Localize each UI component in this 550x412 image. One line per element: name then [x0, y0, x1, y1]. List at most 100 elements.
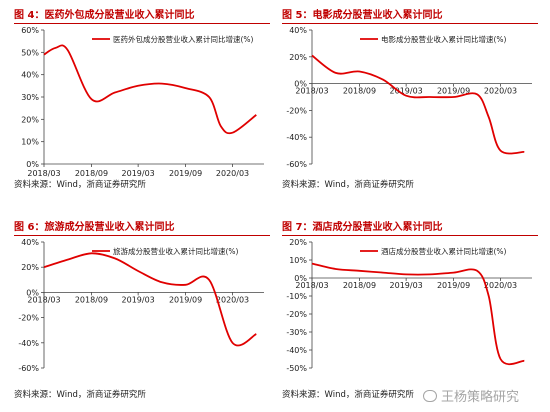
x-tick-label: 2020/03	[484, 87, 517, 96]
data-point	[137, 85, 139, 87]
y-tick-label: -10%	[286, 292, 307, 301]
x-tick-label: 2019/03	[390, 281, 423, 290]
data-point	[208, 279, 210, 281]
y-tick-label: 0%	[294, 80, 307, 89]
source-note: 资料来源：Wind，浙商证券研究所	[14, 390, 146, 400]
y-tick-label: -50%	[286, 364, 307, 373]
data-point	[311, 55, 313, 57]
y-tick-label: -60%	[18, 364, 39, 373]
wechat-icon	[423, 389, 437, 402]
title-rule	[14, 23, 270, 24]
data-point	[429, 274, 431, 276]
x-tick-label: 2018/03	[295, 87, 328, 96]
data-point	[488, 116, 490, 118]
data-point	[43, 54, 45, 56]
data-point	[382, 79, 384, 81]
data-point	[185, 284, 187, 286]
x-tick-label: 2018/03	[295, 281, 328, 290]
data-point	[255, 333, 257, 335]
data-point	[405, 95, 407, 97]
y-tick-label: 20%	[289, 53, 307, 62]
data-point	[405, 274, 407, 276]
y-tick-label: 40%	[21, 238, 39, 247]
y-tick-label: 0%	[294, 274, 307, 283]
y-tick-label: -40%	[286, 346, 307, 355]
x-tick-label: 2018/09	[75, 169, 108, 178]
source-note: 资料来源：Wind，浙商证券研究所	[14, 180, 146, 190]
line-chart: -50% -40% -30% -20% -10% 0% 10% 20% 2018/03 2018/…	[286, 238, 532, 373]
data-point	[55, 47, 57, 49]
x-tick-label: 2019/09	[437, 281, 470, 290]
y-tick-label: -20%	[18, 314, 39, 323]
data-point	[523, 360, 525, 362]
y-tick-label: -60%	[286, 160, 307, 169]
y-tick-label: 40%	[289, 26, 307, 35]
x-tick-label: 2019/09	[169, 295, 202, 304]
x-tick-label: 2020/03	[216, 169, 249, 178]
legend-label: 酒店成分股营业收入累计同比增速(%)	[381, 246, 507, 256]
legend-label: 旅游成分股营业收入累计同比增速(%)	[113, 246, 239, 256]
y-tick-label: 0%	[26, 160, 39, 169]
data-point	[161, 281, 163, 283]
series-line	[311, 54, 525, 155]
y-tick-label: 20%	[21, 115, 39, 124]
series-line	[43, 44, 257, 135]
x-tick-label: 2018/09	[343, 87, 376, 96]
data-point	[91, 98, 93, 100]
data-point	[429, 96, 431, 98]
chart-title: 图 4：医药外包成分股营业收入累计同比	[14, 10, 195, 21]
line-chart: -60% -40% -20% 0% 20% 40% 2018/03 2018/09 2019/0…	[286, 26, 532, 169]
data-point	[67, 259, 69, 261]
x-tick-label: 2020/03	[484, 281, 517, 290]
x-tick-label: 2019/09	[437, 87, 470, 96]
data-point	[500, 358, 502, 360]
line-chart: 0% 10% 20% 30% 40% 50% 60% 2018/03 2018/09 2019/0…	[21, 26, 264, 178]
data-point	[488, 295, 490, 297]
legend-label: 电影成分股营业收入累计同比增速(%)	[381, 34, 507, 44]
x-tick-label: 2018/09	[343, 281, 376, 290]
data-point	[137, 270, 139, 272]
data-point	[382, 272, 384, 274]
chart-title: 图 6：旅游成分股营业收入累计同比	[14, 222, 175, 233]
y-tick-label: -40%	[18, 339, 39, 348]
data-point	[114, 92, 116, 94]
watermark-text: 王杨策略研究	[441, 390, 520, 405]
data-point	[232, 342, 234, 344]
data-point	[476, 270, 478, 272]
chart-title: 图 5：电影成分股营业收入累计同比	[282, 10, 443, 21]
source-note: 资料来源：Wind，浙商证券研究所	[282, 390, 414, 400]
data-point	[255, 114, 257, 116]
y-tick-label: 0%	[26, 288, 39, 297]
y-tick-label: 10%	[21, 138, 39, 147]
y-tick-label: -40%	[286, 133, 307, 142]
x-tick-label: 2018/03	[27, 169, 60, 178]
data-point	[335, 72, 337, 74]
data-point	[453, 272, 455, 274]
y-tick-label: -20%	[286, 106, 307, 115]
y-tick-label: -20%	[286, 310, 307, 319]
x-tick-label: 2020/03	[216, 295, 249, 304]
data-point	[311, 263, 313, 265]
title-rule	[14, 235, 270, 236]
x-tick-label: 2019/09	[169, 169, 202, 178]
line-chart: -60% -40% -20% 0% 20% 40% 2018/03 2018/09 2019/0…	[18, 238, 264, 373]
data-point	[500, 150, 502, 152]
chart-title: 图 7：酒店成分股营业收入累计同比	[282, 222, 443, 233]
y-tick-label: 60%	[21, 26, 39, 35]
x-tick-label: 2019/03	[390, 87, 423, 96]
x-tick-label: 2018/03	[27, 295, 60, 304]
data-point	[114, 257, 116, 259]
y-tick-label: -30%	[286, 328, 307, 337]
source-note: 资料来源：Wind，浙商证券研究所	[282, 180, 414, 190]
y-tick-label: 20%	[21, 263, 39, 272]
title-rule	[282, 235, 538, 236]
y-tick-label: 30%	[21, 93, 39, 102]
y-tick-label: 50%	[21, 48, 39, 57]
x-tick-label: 2019/03	[122, 169, 155, 178]
data-point	[335, 268, 337, 270]
data-point	[523, 151, 525, 153]
series-line	[43, 252, 257, 347]
legend-label: 医药外包成分股营业收入累计同比增速(%)	[113, 34, 254, 44]
data-point	[476, 93, 478, 95]
data-point	[91, 252, 93, 254]
